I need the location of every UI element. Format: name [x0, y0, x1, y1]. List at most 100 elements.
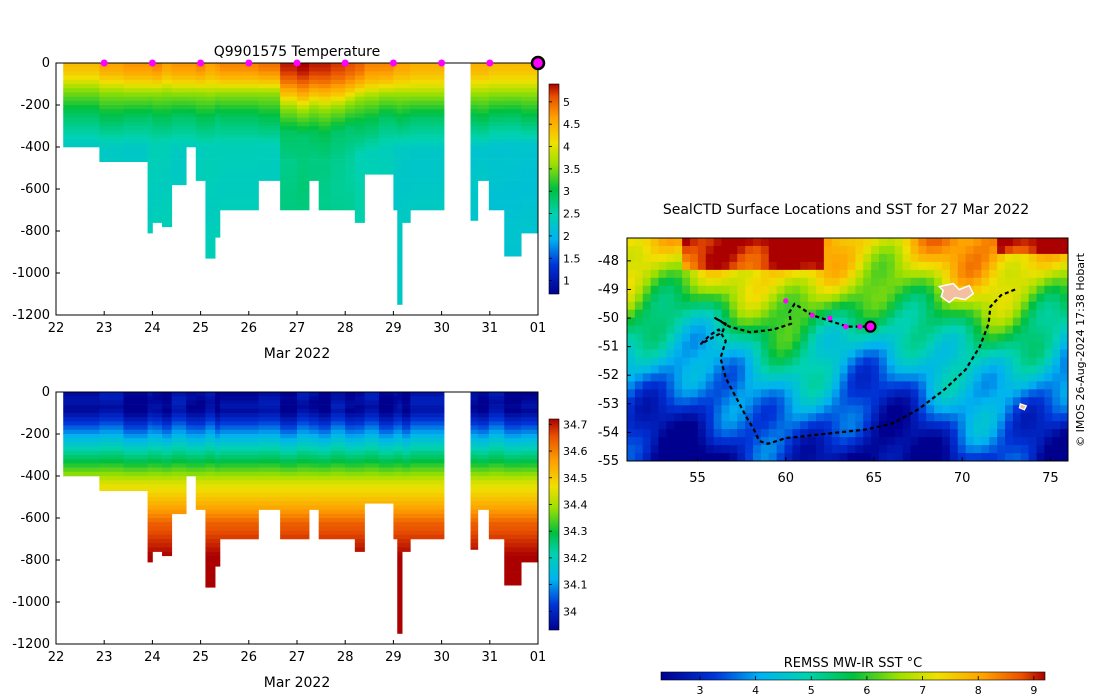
profile-cell [402, 396, 411, 401]
profile-cell [205, 442, 216, 447]
profile-cell [280, 392, 298, 397]
sst-cell [1036, 341, 1045, 350]
profile-cell [521, 467, 539, 473]
sst-cell [957, 253, 967, 263]
profile-cell [488, 442, 505, 447]
profile-cell [402, 109, 411, 114]
profile-cell [152, 117, 163, 123]
sst-cell [1005, 269, 1014, 279]
profile-cell [99, 100, 124, 106]
sst-cell [949, 317, 959, 326]
profile-cell [280, 421, 298, 426]
profile-cell [504, 509, 522, 515]
profile-cell [402, 425, 411, 431]
profile-cell [152, 184, 163, 190]
profile-cell [402, 518, 411, 523]
profile-cell [297, 505, 310, 510]
profile-cell [410, 109, 445, 114]
sst-cell [721, 301, 730, 311]
sst-cell [627, 301, 636, 311]
profile-cell [397, 564, 403, 569]
sst-cell [658, 381, 667, 390]
sst-cell [902, 365, 911, 374]
profile-cell [162, 522, 173, 527]
sst-cell [690, 317, 699, 326]
profile-cell [330, 197, 346, 202]
profile-cell [186, 471, 197, 477]
sst-cell [737, 269, 746, 279]
sst-cell [816, 413, 825, 422]
profile-cell [477, 480, 490, 485]
profile-cell [195, 84, 206, 89]
sst-cell [690, 413, 699, 422]
profile-cell [147, 113, 153, 118]
sst-cell [981, 277, 990, 287]
sst-cell [760, 437, 770, 446]
profile-cell [354, 459, 365, 464]
profile-cell [215, 421, 221, 426]
profile-cell [410, 92, 445, 97]
sst-cell [942, 349, 951, 358]
sst-cell [847, 365, 856, 374]
profile-cell [364, 497, 380, 502]
profile-cell [402, 450, 411, 456]
sst-cell [729, 405, 738, 414]
sst-cell [713, 357, 722, 366]
profile-cell [402, 467, 411, 473]
sst-cell [957, 429, 967, 438]
profile-cell [162, 459, 173, 464]
profile-cell [205, 560, 216, 565]
profile-cell [147, 434, 153, 439]
sst-cell [634, 445, 644, 454]
profile-cell [99, 155, 124, 160]
profile-cell [219, 488, 259, 494]
sst-cell [981, 341, 990, 350]
profile-cell [330, 121, 346, 127]
sst-cell [705, 365, 715, 374]
profile-cell [488, 63, 505, 68]
sst-cell [1052, 413, 1061, 422]
sst-cell [760, 245, 770, 255]
profile-cell [297, 155, 310, 160]
sst-cell [949, 309, 959, 319]
profile-cell [215, 226, 221, 232]
sst-cell [997, 293, 1006, 303]
sst-cell [666, 453, 675, 462]
profile-cell [354, 522, 365, 527]
sst-cell [973, 293, 982, 303]
sst-cell [776, 381, 785, 390]
profile-cell [152, 539, 163, 544]
sst-cell [808, 373, 817, 382]
sst-cell [973, 349, 982, 358]
sst-cell [816, 373, 825, 382]
sst-cell [705, 238, 715, 247]
sst-cell [705, 429, 715, 438]
profile-cell [470, 463, 479, 468]
sst-cell [753, 285, 762, 295]
profile-cell [330, 184, 346, 190]
profile-cell [205, 84, 216, 89]
sst-cell [894, 317, 904, 326]
sst-cell [760, 269, 770, 279]
profile-cell [345, 434, 356, 439]
profile-cell [280, 100, 298, 106]
profile-cell [397, 71, 403, 76]
profile-cell [393, 463, 398, 468]
sst-cell [634, 333, 644, 342]
sst-cell [847, 277, 856, 287]
profile-cell [402, 526, 411, 531]
profile-cell [504, 534, 522, 540]
profile-cell [219, 404, 259, 410]
profile-cell [364, 408, 380, 414]
sst-cell [697, 453, 707, 462]
profile-cell [330, 505, 346, 510]
sst-cell [760, 429, 770, 438]
profile-cell [521, 222, 539, 228]
sst-cell [949, 413, 959, 422]
sst-cell [1060, 245, 1069, 255]
colorbar-tick-label: 2 [563, 230, 570, 243]
profile-cell [215, 214, 221, 219]
sst-cell [886, 421, 896, 430]
profile-cell [147, 168, 153, 173]
profile-cell [397, 117, 403, 123]
